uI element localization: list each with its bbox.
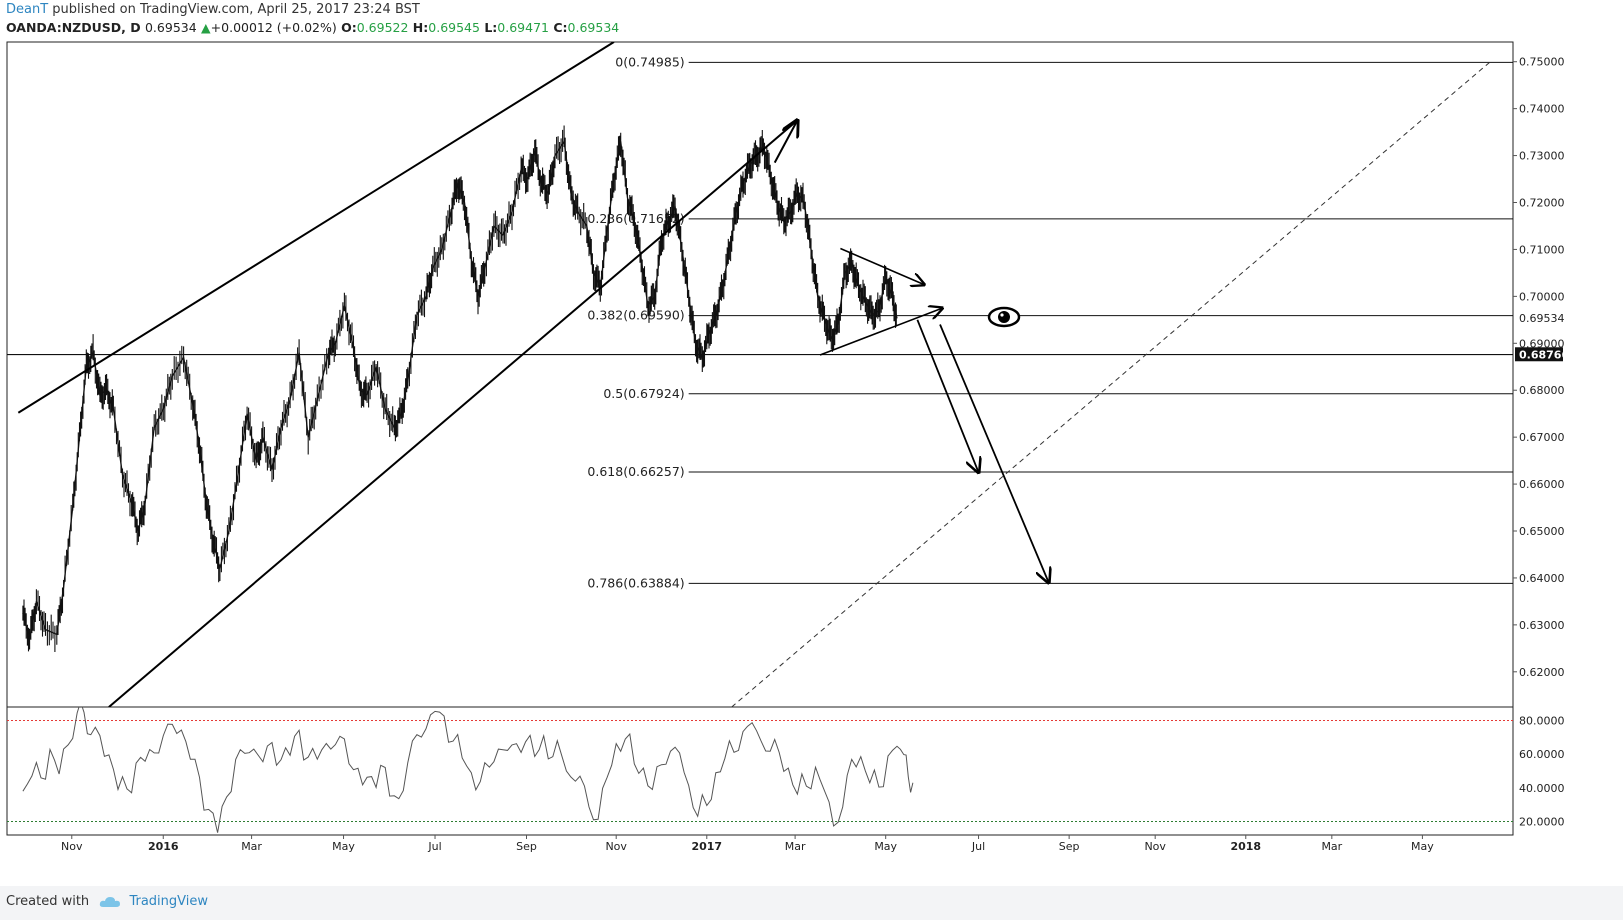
price-tick-label: 0.66000 — [1519, 478, 1565, 491]
time-tick-label: Sep — [516, 840, 537, 853]
time-tick-label: Jul — [427, 840, 441, 853]
price-change: +0.00012 (+0.02%) — [210, 20, 337, 35]
price-tick-label: 0.62000 — [1519, 666, 1565, 679]
current-price-label: 0.69534 — [1519, 312, 1565, 325]
footer-bar — [0, 886, 1623, 920]
published-text: published on TradingView.com, April 25, … — [52, 2, 420, 17]
symbol-name[interactable]: OANDA:NZDUSD, D — [6, 20, 141, 35]
time-tick-label: May — [1411, 840, 1434, 853]
triangle-line — [819, 308, 942, 356]
time-tick-label: 2017 — [691, 840, 722, 853]
open-value: 0.69522 — [356, 20, 409, 35]
price-tick-label: 0.65000 — [1519, 525, 1565, 538]
oscillator-tick-label: 40.0000 — [1519, 782, 1565, 795]
price-tick-label: 0.70000 — [1519, 290, 1565, 303]
oscillator-series — [22, 707, 914, 833]
projection-arrow — [916, 319, 978, 473]
time-tick-label: Nov — [61, 840, 83, 853]
oscillator-pane-frame — [6, 706, 1514, 836]
channel-line — [17, 42, 615, 414]
projection-arrow — [939, 324, 1049, 583]
price-tick-label: 0.75000 — [1519, 56, 1565, 69]
time-tick-label: Sep — [1059, 840, 1080, 853]
time-tick-label: Jul — [971, 840, 985, 853]
last-price: 0.69534 — [144, 20, 197, 35]
up-arrow-icon: ▲ — [201, 20, 211, 35]
price-tick-label: 0.68000 — [1519, 384, 1565, 397]
price-tick-label: 0.63000 — [1519, 619, 1565, 632]
price-series — [22, 125, 897, 652]
fib-level-label: 0.5(0.67924) — [603, 386, 684, 401]
footer-credit: Created with TradingView — [6, 894, 208, 909]
price-tick-label: 0.69000 — [1519, 337, 1565, 350]
fib-level-label: 0(0.74985) — [615, 54, 684, 69]
oscillator-tick-label: 20.0000 — [1519, 816, 1565, 829]
triangle-line — [840, 247, 924, 284]
created-with-text: Created with — [6, 894, 90, 909]
eye-icon — [987, 306, 1021, 328]
time-tick-label: Nov — [1144, 840, 1166, 853]
fib-level-label: 0.382(0.69590) — [587, 308, 684, 323]
price-tick-label: 0.73000 — [1519, 150, 1565, 163]
time-tick-label: 2018 — [1230, 840, 1261, 853]
tradingview-cloud-icon — [99, 896, 121, 908]
price-tick-label: 0.74000 — [1519, 103, 1565, 116]
price-close-line — [22, 139, 898, 640]
time-tick-label: May — [874, 840, 897, 853]
time-tick-label: Nov — [605, 840, 627, 853]
price-tick-label: 0.67000 — [1519, 431, 1565, 444]
close-label: C: — [553, 20, 568, 35]
publish-header: DeanT published on TradingView.com, Apri… — [6, 2, 420, 17]
price-tick-label: 0.64000 — [1519, 572, 1565, 585]
author-link[interactable]: DeanT — [6, 2, 49, 17]
dashed-trend-line — [731, 61, 1491, 707]
highlight-price-box — [1515, 347, 1563, 362]
channel-arrow — [773, 120, 798, 164]
oscillator-tick-label: 80.0000 — [1519, 714, 1565, 727]
fib-level-label: 0.618(0.66257) — [587, 464, 684, 479]
time-tick-label: Mar — [1321, 840, 1342, 853]
price-tick-label: 0.71000 — [1519, 243, 1565, 256]
oscillator-tick-label: 60.0000 — [1519, 748, 1565, 761]
close-value: 0.69534 — [567, 20, 620, 35]
price-tick-label: 0.72000 — [1519, 197, 1565, 210]
time-tick-label: 2016 — [148, 840, 179, 853]
highlight-price-label: 0.68766 — [1519, 348, 1569, 361]
time-tick-label: Mar — [785, 840, 806, 853]
tradingview-link[interactable]: TradingView — [129, 894, 208, 909]
low-value: 0.69471 — [497, 20, 549, 35]
fib-level-label: 0.786(0.63884) — [587, 575, 684, 590]
time-tick-label: May — [332, 840, 355, 853]
time-tick-label: Mar — [241, 840, 262, 853]
channel-line — [108, 119, 799, 707]
open-label: O: — [341, 20, 357, 35]
symbol-bar: OANDA:NZDUSD, D 0.69534 ▲+0.00012 (+0.02… — [6, 20, 619, 35]
high-label: H: — [412, 20, 429, 35]
low-label: L: — [484, 20, 498, 35]
fib-level-label: 0.236(0.71652) — [587, 211, 684, 226]
high-value: 0.69545 — [428, 20, 480, 35]
